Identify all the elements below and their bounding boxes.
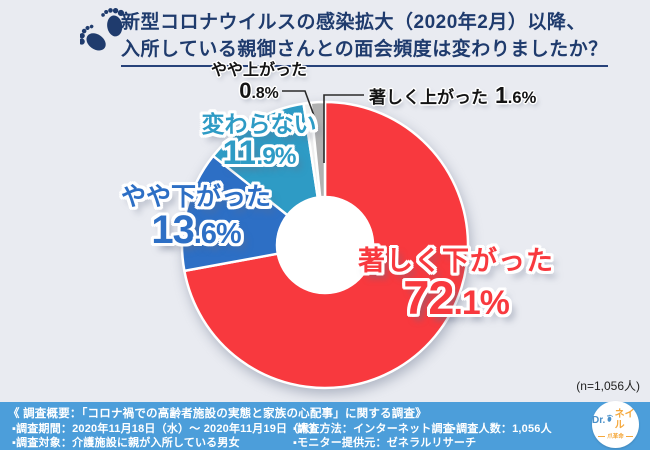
survey-target: ▪調査対象：介護施設に親が入所している男女 (12, 436, 240, 449)
label-unchanged-value: 11.9% (222, 134, 296, 172)
title-line2: 入所している親御さんとの面会頻度は変わりましたか？ (121, 36, 608, 67)
label-sharply-down-name: 著しく下がった (358, 246, 554, 276)
label-unchanged-name: 変わらない (201, 111, 317, 137)
leader-line-sharply-up (323, 94, 364, 163)
logo-prefix: Dr. (592, 414, 606, 426)
page-title: 新型コロナウイルスの感染拡大（2020年2月）以降、 入所している親御さんとの面… (121, 9, 608, 67)
survey-headline: 《 調査概要：「コロナ禍での高齢者施設の実態と家族の心配事」に関する調査》 (8, 408, 427, 420)
label-unchanged: 変わらない 11.9% (202, 112, 317, 173)
survey-method: ▪調査方法：インターネット調査 (293, 422, 454, 435)
label-slightly-up-name: やや上がった (210, 62, 308, 79)
label-sharply-up-name: 著しく上がった (369, 88, 488, 107)
label-sharply-down-value: 72.1% (403, 271, 510, 324)
label-slightly-up: やや上がった 0.8% (211, 62, 307, 105)
survey-period: ▪調査期間：2020年11月18日（水）～ 2020年11月19日（木） (12, 422, 321, 435)
logo-subtitle: 爪革命 (598, 432, 633, 440)
label-slightly-up-value: 0.8% (239, 78, 279, 103)
label-slightly-down-value: 13.6% (151, 208, 241, 252)
pie-slices (180, 100, 470, 390)
label-slightly-down-name: やや下がった (120, 183, 272, 211)
logo-foot-icon (606, 414, 614, 423)
label-sharply-up: 著しく上がった 1.6% (369, 82, 536, 109)
leader-line-slightly-up (282, 90, 318, 125)
survey-respondents: ▪調査人数：1,056人 (452, 422, 552, 435)
donut-hole (276, 196, 374, 294)
sample-size-note: (n=1,056人) (576, 379, 640, 393)
logo-row: Dr. ネイル (592, 409, 639, 431)
label-slightly-down: やや下がった 13.6% (121, 184, 271, 253)
title-line1: 新型コロナウイルスの感染拡大（2020年2月）以降、 (121, 12, 586, 33)
survey-monitor-provider: ▪モニター提供元：ゼネラルリサーチ (293, 436, 477, 449)
label-sharply-up-value: 1.6% (495, 82, 537, 108)
logo-name: ネイル (614, 409, 635, 431)
label-sharply-down: 著しく下がった 72.1% (358, 246, 554, 325)
survey-footer: 《 調査概要：「コロナ禍での高齢者施設の実態と家族の心配事」に関する調査》 ▪調… (0, 401, 650, 450)
dr-nail-logo: Dr. ネイル 爪革命 (592, 401, 639, 448)
